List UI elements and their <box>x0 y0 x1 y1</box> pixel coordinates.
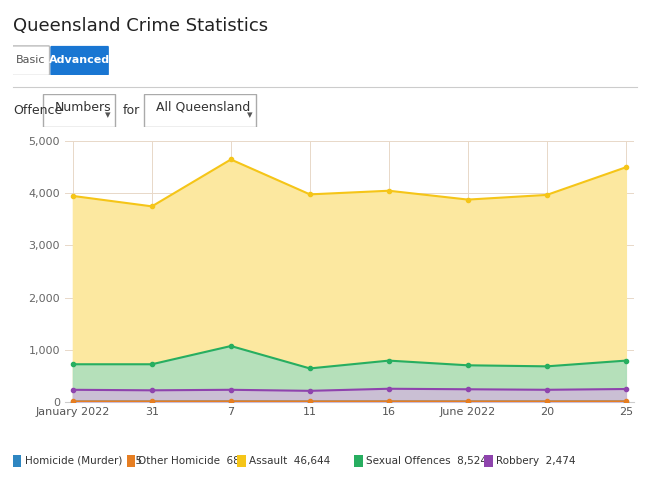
FancyBboxPatch shape <box>12 46 49 75</box>
FancyBboxPatch shape <box>43 94 114 127</box>
Text: Assault  46,644: Assault 46,644 <box>249 456 330 466</box>
Text: All Queensland: All Queensland <box>156 101 250 114</box>
Text: ▾: ▾ <box>105 110 111 120</box>
Text: Robbery  2,474: Robbery 2,474 <box>496 456 575 466</box>
Text: Other Homicide  68: Other Homicide 68 <box>138 456 240 466</box>
Text: Sexual Offences  8,524: Sexual Offences 8,524 <box>366 456 487 466</box>
Text: Advanced: Advanced <box>49 55 110 65</box>
Text: Numbers: Numbers <box>55 101 112 114</box>
Text: ▾: ▾ <box>246 110 252 120</box>
Text: Homicide (Murder)  45: Homicide (Murder) 45 <box>25 456 142 466</box>
Text: Queensland Crime Statistics: Queensland Crime Statistics <box>13 17 268 35</box>
Text: for: for <box>123 104 140 116</box>
Text: Offence: Offence <box>13 104 62 116</box>
FancyBboxPatch shape <box>51 46 109 75</box>
FancyBboxPatch shape <box>144 94 255 127</box>
Text: Basic: Basic <box>16 55 46 65</box>
